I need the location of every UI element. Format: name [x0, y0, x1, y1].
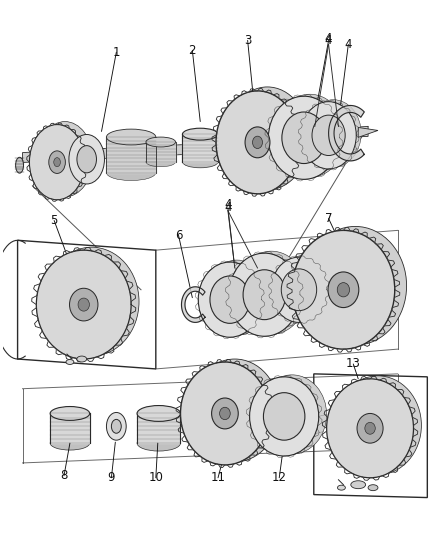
Ellipse shape [183, 128, 218, 140]
Ellipse shape [281, 269, 317, 311]
Ellipse shape [69, 134, 105, 184]
Text: 3: 3 [244, 34, 251, 47]
Text: 4: 4 [224, 201, 232, 214]
Ellipse shape [50, 407, 90, 421]
Text: 2: 2 [189, 44, 196, 57]
Ellipse shape [77, 356, 87, 362]
Polygon shape [146, 142, 176, 162]
Polygon shape [185, 139, 215, 156]
Ellipse shape [268, 96, 339, 179]
Ellipse shape [212, 398, 238, 429]
Ellipse shape [66, 360, 74, 365]
Text: 4: 4 [325, 32, 332, 45]
Text: 10: 10 [148, 471, 163, 484]
Ellipse shape [198, 262, 261, 337]
Ellipse shape [219, 407, 230, 419]
Ellipse shape [288, 110, 332, 161]
Ellipse shape [337, 485, 346, 490]
Ellipse shape [36, 250, 131, 359]
Polygon shape [358, 127, 378, 138]
Ellipse shape [301, 102, 356, 169]
Ellipse shape [306, 100, 361, 167]
Ellipse shape [70, 288, 98, 321]
Text: 12: 12 [272, 471, 287, 484]
Ellipse shape [210, 276, 250, 324]
Ellipse shape [317, 113, 350, 154]
Text: 5: 5 [50, 214, 58, 227]
Ellipse shape [183, 156, 218, 168]
Text: 6: 6 [175, 229, 182, 242]
Ellipse shape [258, 375, 327, 454]
Ellipse shape [77, 146, 96, 173]
Ellipse shape [37, 122, 92, 197]
Ellipse shape [327, 379, 413, 478]
Ellipse shape [271, 391, 313, 438]
Text: 1: 1 [113, 46, 120, 59]
Ellipse shape [250, 377, 319, 456]
Ellipse shape [29, 125, 85, 200]
Ellipse shape [368, 484, 378, 491]
Ellipse shape [50, 436, 90, 450]
Ellipse shape [335, 376, 421, 475]
Ellipse shape [243, 270, 286, 320]
Ellipse shape [146, 137, 176, 147]
Polygon shape [181, 287, 205, 322]
Ellipse shape [16, 157, 24, 173]
Ellipse shape [226, 87, 309, 190]
Polygon shape [22, 144, 185, 163]
Ellipse shape [328, 272, 359, 308]
Ellipse shape [229, 253, 300, 336]
Text: 11: 11 [211, 471, 226, 484]
Ellipse shape [282, 112, 326, 164]
Ellipse shape [137, 435, 180, 451]
Ellipse shape [106, 165, 156, 181]
Text: 4: 4 [325, 34, 332, 47]
Ellipse shape [357, 414, 383, 443]
Ellipse shape [78, 298, 89, 311]
Polygon shape [137, 414, 180, 443]
Ellipse shape [277, 255, 332, 320]
Ellipse shape [236, 251, 307, 334]
Text: 8: 8 [60, 469, 68, 482]
Text: 13: 13 [346, 358, 361, 370]
Ellipse shape [287, 267, 323, 309]
Ellipse shape [205, 260, 268, 335]
Text: 7: 7 [325, 212, 332, 225]
Ellipse shape [271, 257, 327, 322]
Ellipse shape [111, 419, 121, 433]
Polygon shape [50, 414, 90, 443]
Polygon shape [328, 106, 364, 161]
Polygon shape [106, 137, 156, 173]
Ellipse shape [351, 481, 366, 489]
Ellipse shape [49, 151, 65, 173]
Ellipse shape [217, 274, 257, 321]
Ellipse shape [263, 393, 305, 440]
Ellipse shape [137, 406, 180, 422]
Text: 9: 9 [108, 471, 115, 484]
Polygon shape [183, 134, 218, 162]
Ellipse shape [312, 115, 345, 156]
Text: 4: 4 [345, 38, 352, 51]
Ellipse shape [365, 422, 375, 434]
Ellipse shape [44, 247, 139, 356]
Ellipse shape [106, 129, 156, 145]
Ellipse shape [146, 157, 176, 167]
Text: 4: 4 [224, 198, 232, 211]
Polygon shape [215, 126, 368, 144]
Ellipse shape [337, 282, 350, 297]
Ellipse shape [191, 359, 279, 462]
Ellipse shape [304, 227, 406, 345]
Ellipse shape [292, 230, 395, 349]
Ellipse shape [245, 127, 270, 158]
Ellipse shape [180, 362, 269, 465]
Ellipse shape [274, 94, 346, 177]
Ellipse shape [216, 91, 299, 194]
Ellipse shape [253, 136, 262, 149]
Ellipse shape [54, 158, 60, 167]
Ellipse shape [106, 413, 126, 440]
Ellipse shape [250, 268, 293, 318]
